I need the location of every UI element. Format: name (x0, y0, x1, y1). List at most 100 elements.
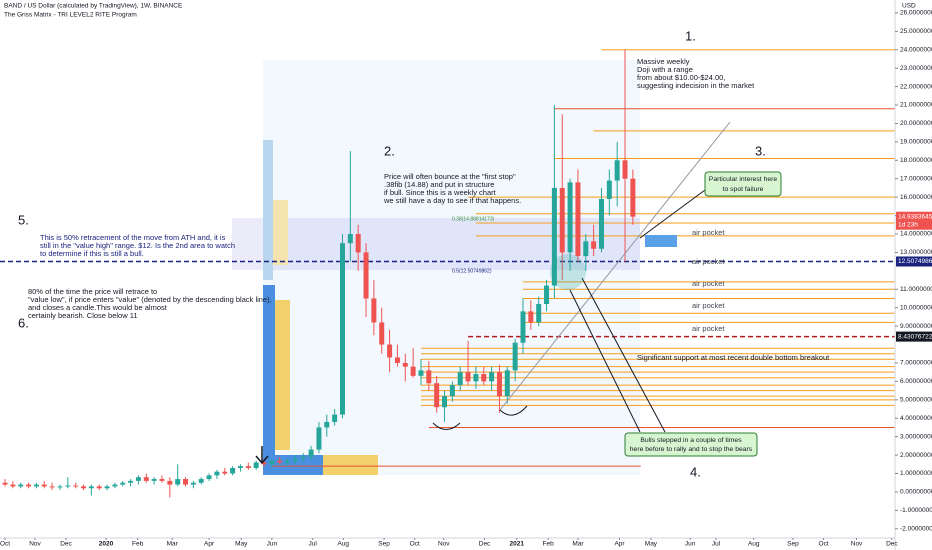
candle-body (300, 456, 306, 459)
x-tick-label: May (235, 541, 248, 548)
candle-body (371, 298, 377, 323)
support-note: Significant support at most recent doubl… (637, 353, 830, 362)
candle-body (591, 241, 597, 249)
candle-body (394, 357, 400, 363)
candle-body (426, 370, 432, 384)
price-tag (896, 331, 932, 342)
note-line: still in the "value high" range. $12. Is… (40, 241, 235, 250)
candle-body (324, 421, 330, 428)
y-tick-label: 21.00000000 (900, 102, 932, 109)
x-tick-label: Nov (29, 541, 41, 548)
candle-body (536, 304, 542, 323)
y-tick-label: 19.00000000 (900, 139, 932, 146)
volume-profile-bar (263, 140, 273, 280)
candle-body (143, 477, 149, 481)
candle-body (292, 458, 298, 461)
candle-body (387, 344, 393, 358)
y-tick-label: -2.00000000 (900, 526, 932, 533)
x-tick-label: Feb (543, 541, 555, 548)
x-tick-label: May (645, 541, 658, 548)
note-line: from about $10.00-$24.00, (637, 73, 725, 82)
annotations: 1. 2. 3. 4. 5. 6. Massive weekly Doji wi… (18, 28, 830, 479)
air-pocket-label: air pocket (692, 324, 725, 333)
candle-body (442, 396, 448, 408)
y-tick-label: 7.00000000 (900, 360, 932, 367)
y-tick-label: 10.00000000 (900, 304, 932, 311)
note-line: to determine if this is still a bull. (40, 249, 144, 258)
candle-body (622, 160, 628, 179)
candle-body (190, 482, 196, 485)
candle-body (481, 374, 487, 382)
price-tag-label: 8.43076722 (898, 333, 932, 340)
candle-body (285, 460, 291, 463)
y-tick-label: 22.00000000 (900, 83, 932, 90)
pointer-line (569, 289, 641, 433)
volume-profile-bar (263, 285, 275, 455)
y-tick-label: 17.00000000 (900, 175, 932, 182)
candle-body (355, 233, 361, 253)
x-tick-label: Oct (410, 541, 420, 548)
note-line: and closes a candle.This would be almost (28, 303, 168, 312)
x-tick-label: Jun (685, 541, 696, 548)
plot (0, 49, 895, 498)
fib-label: 0.38(14.88814173) (452, 216, 495, 222)
x-tick-label: Dec (886, 541, 898, 548)
candle-body (198, 479, 204, 483)
candle-body (18, 484, 24, 487)
y-tick-label: 14.00000000 (900, 231, 932, 238)
x-tick-label: Feb (132, 541, 144, 548)
y-tick-label: 3.00000000 (900, 433, 932, 440)
callout-box (624, 432, 758, 457)
price-tag (896, 256, 932, 267)
candle-body (10, 484, 16, 487)
candle-body (410, 366, 416, 376)
volume-profile-bar (275, 300, 290, 450)
x-tick-label: Nov (438, 541, 450, 548)
candle-body (583, 241, 589, 257)
arrow (255, 446, 269, 465)
candle-body (528, 311, 534, 323)
candle-body (544, 285, 550, 305)
candle-body (277, 460, 283, 463)
x-tick-label: Sep (787, 541, 799, 548)
x-tick-label: Apr (204, 541, 215, 548)
candle-body (504, 370, 510, 397)
candle-body (26, 484, 32, 487)
note-line: if bull. Since this is a weekly chart (384, 188, 497, 197)
note-line: Massive weekly (637, 57, 690, 66)
y-tick-label: 0.00000000 (900, 489, 932, 496)
marker-box (645, 235, 677, 247)
air-pocket-label: air pocket (692, 228, 725, 237)
price-tag-label: 12.50749862 (898, 258, 932, 265)
x-tick-label: Jul (309, 541, 318, 548)
y-tick-label: 2.00000000 (900, 452, 932, 459)
x-tick-label: 2020 (99, 541, 114, 548)
pointer-line (639, 189, 706, 239)
candle-body (41, 484, 47, 487)
x-tick-label: Mar (167, 541, 179, 548)
y-tick-label: 26.00000000 (900, 10, 932, 17)
candle-body (418, 370, 424, 376)
trend-line (499, 121, 731, 411)
candle-body (49, 486, 55, 488)
callout-text: to spot failure (723, 186, 764, 193)
bottom-arc (499, 405, 528, 416)
note-line: Doji with a range (637, 65, 693, 74)
candle-body (57, 486, 63, 488)
candle-body (559, 187, 565, 253)
note-line: suggesting indecision in the market (637, 81, 755, 90)
candle-body (465, 372, 471, 382)
candle-body (33, 484, 39, 487)
candle-body (120, 482, 126, 485)
candle-body (237, 466, 243, 468)
y-tick-label: 20.00000000 (900, 120, 932, 127)
x-tick-label: Dec (60, 541, 72, 548)
candle-body (167, 480, 173, 485)
y-tick-label: 25.00000000 (900, 28, 932, 35)
x-tick-label: Sep (378, 541, 390, 548)
drawings (255, 121, 782, 465)
candle-body (230, 467, 236, 474)
candle-body (214, 471, 220, 476)
y-tick-label: 24.00000000 (900, 46, 932, 53)
y-axis-label: USD (902, 3, 916, 10)
